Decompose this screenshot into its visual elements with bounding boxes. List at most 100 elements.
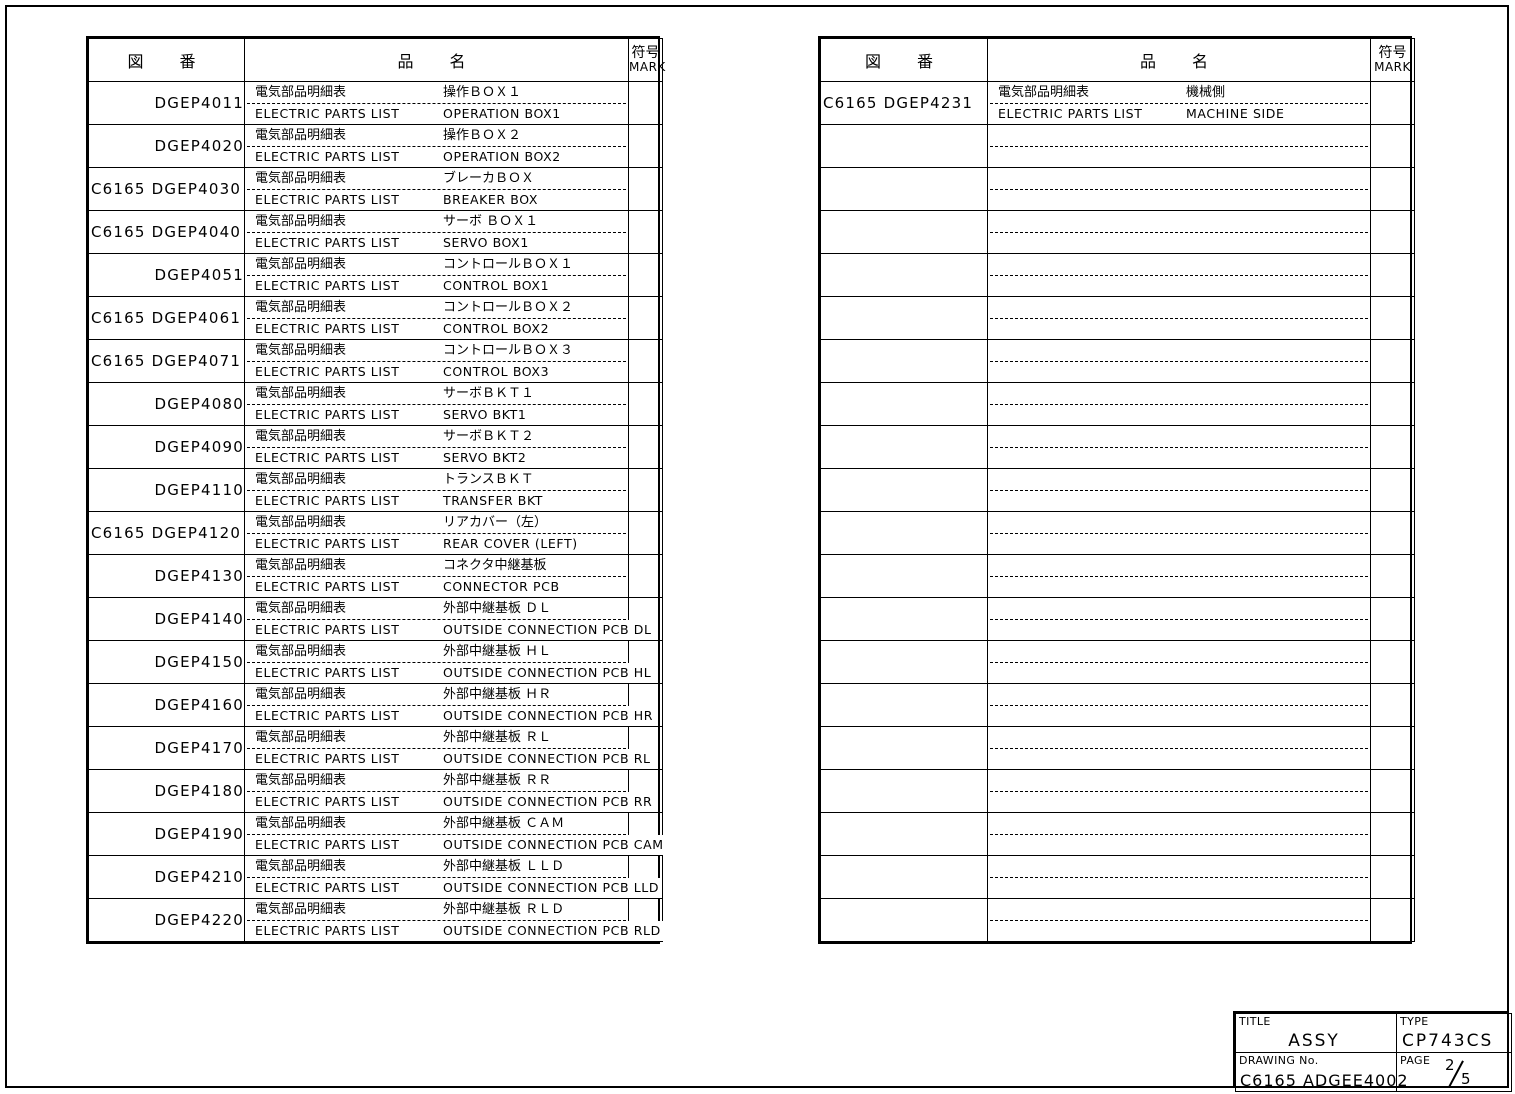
table-row: 電気部品明細表ELECTRIC PARTS LIST [820,511,1415,555]
cell-part-name: 電気部品明細表ELECTRIC PARTS LIST [987,468,1371,512]
cell-drawing-no: DGEP4130 [88,554,245,598]
part-name-dashed-rule [247,318,626,319]
part-name-dashed-rule [247,146,626,147]
cell-mark [1370,898,1415,942]
table-body-right: C6165 DGEP4231 電気部品明細表 機械側 ELECTRIC PARTS L… [820,81,1415,942]
table-body-left: DGEP4011 電気部品明細表 操作ＢＯＸ１ ELECTRIC PARTS LIST… [88,81,666,942]
cell-part-name: 電気部品明細表 外部中継基板 ＲＬＤ ELECTRIC PARTS LIST OUTS… [244,898,663,942]
table-row: DGEP4090 電気部品明細表 サーボＢＫＴ２ ELECTRIC PARTS LIS… [88,425,663,469]
part-name-en-prefix: ELECTRIC PARTS LIST [253,835,402,855]
cell-part-name: 電気部品明細表 操作ＢＯＸ２ ELECTRIC PARTS LIST OPERATIO… [244,124,629,168]
part-name-en: ELECTRIC PARTS LIST OUTSIDE CONNECTION PC… [245,663,654,683]
part-name-en: ELECTRIC PARTS LIST OUTSIDE CONNECTION PC… [245,835,666,855]
part-name-en: ELECTRIC PARTS LIST BREAKER BOX [245,190,628,210]
part-name-jp-prefix: 電気部品明細表 [253,83,349,103]
title-block-title-cell: TITLE ASSY [1235,1013,1397,1053]
cell-drawing-no [820,339,988,383]
column-header-mark-en: MARK [629,60,666,75]
cell-part-name: 電気部品明細表 コントロールＢＯＸ１ ELECTRIC PARTS LIST CONT… [244,253,629,297]
part-name-dashed-rule [247,189,626,190]
cell-mark [628,382,663,426]
part-name-jp: 電気部品明細表 外部中継基板 ＲＬ [245,728,628,748]
cell-mark [1370,683,1415,727]
title-block-type-cell: TYPE CP743CS [1396,1013,1512,1053]
part-name-en-prefix: ELECTRIC PARTS LIST [253,362,402,382]
part-name-dashed-rule [990,146,1368,147]
cell-mark [628,210,663,254]
table-row: 電気部品明細表ELECTRIC PARTS LIST [820,855,1415,899]
part-name-en: ELECTRIC PARTS LIST OUTSIDE CONNECTION PC… [245,706,656,726]
cell-part-name: 電気部品明細表 外部中継基板 ＤＬ ELECTRIC PARTS LIST OUTSI… [244,597,654,641]
part-name-jp: 電気部品明細表 外部中継基板 ＨＬ [245,642,628,662]
cell-mark [1370,124,1415,168]
part-name-jp-prefix: 電気部品明細表 [253,728,349,748]
part-name-jp-prefix: 電気部品明細表 [253,126,349,146]
column-header-part-name: 品 名 [987,38,1371,82]
table-row: 電気部品明細表ELECTRIC PARTS LIST [820,253,1415,297]
title-label: TITLE [1239,1015,1271,1028]
cell-mark [1370,812,1415,856]
drawing-no-value: C6165 ADGEE4002 [1240,1071,1409,1090]
part-name-en: ELECTRIC PARTS LIST OUTSIDE CONNECTION PC… [245,878,662,898]
part-name-dashed-rule [990,275,1368,276]
part-name-dashed-rule [247,791,626,792]
part-name-en-prefix: ELECTRIC PARTS LIST [253,491,402,511]
parts-list-table-right: 図 番 品 名 符号 MARK C6165 DGEP4231 電気部品明細表 機械側… [818,36,1415,944]
table-row: 電気部品明細表ELECTRIC PARTS LIST [820,296,1415,340]
part-name-en: ELECTRIC PARTS LIST SERVO BKT2 [245,448,628,468]
part-name-en-prefix: ELECTRIC PARTS LIST [253,104,402,124]
cell-drawing-no [820,898,988,942]
part-name-dashed-rule [990,920,1368,921]
cell-part-name: 電気部品明細表 外部中継基板 ＲＬ ELECTRIC PARTS LIST OUTSI… [244,726,653,770]
cell-part-name: 電気部品明細表 外部中継基板 ＬＬＤ ELECTRIC PARTS LIST OUTS… [244,855,662,899]
cell-part-name: 電気部品明細表 リアカバー（左） ELECTRIC PARTS LIST REAR C… [244,511,629,555]
part-name-jp: 電気部品明細表 機械側 [988,83,1370,103]
part-name-jp-prefix: 電気部品明細表 [253,857,349,877]
part-name-en-prefix: ELECTRIC PARTS LIST [253,878,402,898]
part-name-jp-value: トランスＢＫＴ [441,470,536,490]
cell-mark [1370,597,1415,641]
part-name-en-value: CONTROL BOX1 [441,276,552,296]
cell-part-name: 電気部品明細表ELECTRIC PARTS LIST [987,683,1371,727]
part-name-en: ELECTRIC PARTS LIST OUTSIDE CONNECTION PC… [245,792,655,812]
cell-part-name: 電気部品明細表 外部中継基板 ＣＡＭ ELECTRIC PARTS LIST OUTS… [244,812,666,856]
cell-mark [628,81,663,125]
part-name-dashed-rule [990,877,1368,878]
part-name-dashed-rule [247,834,626,835]
part-name-dashed-rule [990,791,1368,792]
cell-drawing-no: DGEP4020 [88,124,245,168]
part-name-en-value: MACHINE SIDE [1184,104,1287,124]
cell-drawing-no [820,210,988,254]
cell-mark [628,167,663,211]
part-name-jp-value: 外部中継基板 ＬＬＤ [441,857,567,877]
part-name-jp: 電気部品明細表 操作ＢＯＸ１ [245,83,628,103]
part-name-jp-value: 外部中継基板 ＲＬ [441,728,554,748]
cell-part-name: 電気部品明細表 外部中継基板 ＨＬ ELECTRIC PARTS LIST OUTSI… [244,640,654,684]
column-header-mark: 符号 MARK [628,38,666,82]
part-name-en: ELECTRIC PARTS LIST CONTROL BOX2 [245,319,628,339]
part-name-en-prefix: ELECTRIC PARTS LIST [253,663,402,683]
cell-drawing-no [820,511,988,555]
table-row: 電気部品明細表ELECTRIC PARTS LIST [820,124,1415,168]
part-name-en: ELECTRIC PARTS LIST OUTSIDE CONNECTION PC… [245,921,663,941]
part-name-en-value: TRANSFER BKT [441,491,546,511]
part-name-en-prefix: ELECTRIC PARTS LIST [253,276,402,296]
part-name-jp-value: 外部中継基板 ＤＬ [441,599,554,619]
page-number: 2 5 [1435,1056,1495,1091]
cell-mark [628,296,663,340]
part-name-en-value: OPERATION BOX2 [441,147,563,167]
cell-drawing-no: DGEP4160 [88,683,245,727]
part-name-en: ELECTRIC PARTS LIST REAR COVER (LEFT) [245,534,628,554]
cell-mark [1370,339,1415,383]
table-row: 電気部品明細表ELECTRIC PARTS LIST [820,640,1415,684]
cell-mark [628,425,663,469]
cell-part-name: 電気部品明細表ELECTRIC PARTS LIST [987,167,1371,211]
part-name-en-value: BREAKER BOX [441,190,541,210]
title-block-drawing-no-cell: DRAWING No. C6165 ADGEE4002 [1235,1052,1409,1092]
cell-part-name: 電気部品明細表ELECTRIC PARTS LIST [987,511,1371,555]
part-name-jp: 電気部品明細表 外部中継基板 ＲＬＤ [245,900,628,920]
part-name-jp-prefix: 電気部品明細表 [253,513,349,533]
part-name-en-prefix: ELECTRIC PARTS LIST [253,706,402,726]
part-name-jp-prefix: 電気部品明細表 [253,556,349,576]
cell-drawing-no: DGEP4180 [88,769,245,813]
